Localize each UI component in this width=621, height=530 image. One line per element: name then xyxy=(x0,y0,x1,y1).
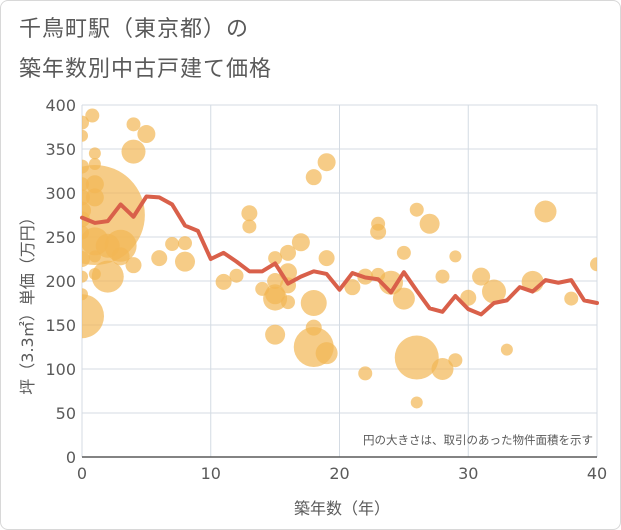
bubble-point xyxy=(268,251,283,266)
bubble-point xyxy=(410,396,423,409)
bubble-point xyxy=(431,358,454,380)
chart-annotation: 円の大きさは、取引のあった物件面積を示す xyxy=(363,433,593,447)
bubble-point xyxy=(91,260,124,293)
bubble-point xyxy=(263,286,288,311)
bubble-point xyxy=(88,250,101,263)
bubble-point xyxy=(409,202,424,217)
chart-title-line-2: 築年数別中古戸建て価格 xyxy=(19,57,273,82)
bubble-point xyxy=(396,245,411,260)
chart-title-line-1: 千鳥町駅（東京都）の xyxy=(19,17,250,42)
x-tick-label: 30 xyxy=(458,464,478,483)
y-tick-label: 250 xyxy=(45,228,76,247)
bubble-point xyxy=(82,129,88,142)
bubble-point xyxy=(242,219,257,234)
bubble-point xyxy=(175,251,195,272)
bubble-point xyxy=(448,353,463,368)
x-tick-label: 40 xyxy=(587,464,607,483)
series xyxy=(80,194,599,317)
x-tick-label: 20 xyxy=(329,464,349,483)
y-axis-label: 坪（3.3㎡）単価（万円） xyxy=(18,209,37,394)
bubble-point xyxy=(370,223,387,240)
bubble-point xyxy=(125,257,142,274)
bubble-point xyxy=(241,205,258,222)
bubble-point xyxy=(281,295,295,310)
bubble-point xyxy=(267,273,284,289)
bubble-point xyxy=(482,279,506,304)
bubble-point xyxy=(265,324,286,345)
bubble-point xyxy=(419,213,440,234)
bubble-point xyxy=(318,250,335,267)
bubble-point xyxy=(121,139,146,164)
bubble-point xyxy=(85,108,100,123)
bubble-point xyxy=(500,343,513,356)
bubble-point xyxy=(534,200,557,223)
bubble-point xyxy=(165,237,180,252)
bubble-point xyxy=(449,250,462,263)
bubble-point xyxy=(126,117,141,132)
bubble-point xyxy=(435,269,450,284)
average-price-line xyxy=(80,194,599,317)
y-tick-label: 400 xyxy=(45,96,76,115)
bubble-point xyxy=(317,153,336,172)
bubble-point xyxy=(229,268,244,283)
bubble-point xyxy=(344,279,361,296)
bubble-point xyxy=(305,169,322,186)
bubble-point xyxy=(394,335,439,380)
bubble-point xyxy=(215,273,232,290)
bubbles xyxy=(82,108,597,409)
y-tick-label: 350 xyxy=(45,140,76,159)
bubble-point xyxy=(280,244,296,261)
y-tick-label: 50 xyxy=(56,404,76,423)
bubble-point xyxy=(300,290,327,316)
bubble-point xyxy=(137,125,156,144)
bubble-point xyxy=(178,236,192,251)
x-axis-label: 築年数（年） xyxy=(294,499,390,518)
bubble-point xyxy=(590,257,597,272)
bubble-point xyxy=(564,291,579,306)
bubble-point xyxy=(472,267,491,286)
y-tick-label: 0 xyxy=(66,448,76,467)
x-tick-label: 0 xyxy=(77,464,87,483)
bubble-point xyxy=(315,342,338,365)
bubble-point xyxy=(82,270,88,283)
x-tick-label: 10 xyxy=(201,464,221,483)
grid xyxy=(81,104,598,458)
y-tick-label: 200 xyxy=(45,272,76,291)
bubble-point xyxy=(111,247,130,266)
bubble-point xyxy=(291,233,310,252)
y-tick-label: 100 xyxy=(45,360,76,379)
y-tick-label: 150 xyxy=(45,316,76,335)
y-tick-label: 300 xyxy=(45,184,76,203)
bubble-point xyxy=(151,250,168,267)
bubble-point xyxy=(460,289,477,306)
bubble-point xyxy=(358,366,373,381)
bubble-point xyxy=(392,287,415,310)
bubble-point xyxy=(82,294,104,339)
bubble-point xyxy=(88,147,101,160)
